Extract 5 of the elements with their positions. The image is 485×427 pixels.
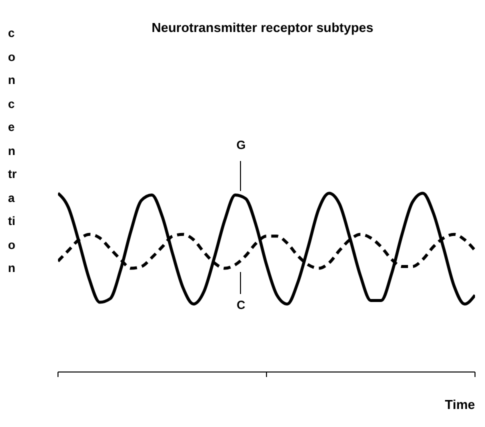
text: G xyxy=(235,138,247,152)
text: concentration xyxy=(8,26,17,275)
annotation: C xyxy=(236,298,246,312)
chart-title: Neurotransmitter receptor subtypes xyxy=(152,20,374,35)
x-axis-title: Time xyxy=(444,397,475,412)
